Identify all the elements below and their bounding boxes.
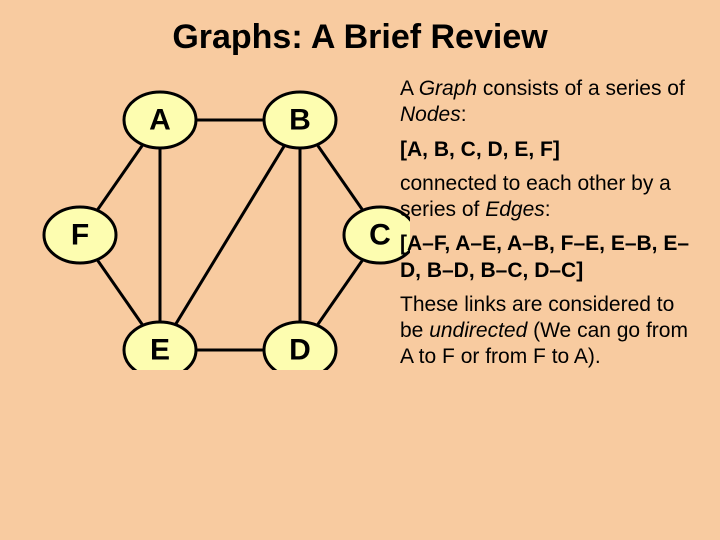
node-label-E: E [150,334,170,367]
em-graph: Graph [419,77,477,100]
graph-diagram: A B F C E D [30,70,410,370]
edge-E-B [175,145,284,324]
t: : [545,198,551,221]
node-label-C: C [369,219,391,252]
node-label-D: D [289,334,311,367]
node-label-F: F [71,219,89,252]
node-D: D [264,322,336,370]
em-edges: Edges [485,198,545,221]
t: consists of a series of [477,77,685,100]
node-list: [A, B, C, D, E, F] [400,137,700,163]
t: : [461,103,467,126]
para-edges-def: connected to each other by a series of E… [400,171,700,224]
edge-list: [A–F, A–E, A–B, F–E, E–B, E–D, B–D, B–C,… [400,231,700,284]
node-E: E [124,322,196,370]
edge-F-E [97,260,143,326]
slide-title: Graphs: A Brief Review [0,18,720,57]
node-F: F [44,207,116,263]
em-undirected: undirected [429,319,527,342]
edge-D-C [317,260,363,326]
node-A: A [124,92,196,148]
node-label-B: B [289,104,311,137]
edge-A-F [97,145,143,211]
slide: Graphs: A Brief Review A B F C E D A Graph co… [0,0,720,540]
edge-B-C [317,145,363,211]
t: A [400,77,419,100]
node-label-A: A [149,104,171,137]
para-graph-def: A Graph consists of a series of Nodes: [400,76,700,129]
para-undirected: These links are considered to be undirec… [400,292,700,371]
description-text: A Graph consists of a series of Nodes: [… [400,76,700,379]
em-nodes: Nodes [400,103,461,126]
node-B: B [264,92,336,148]
graph-svg: A B F C E D [30,70,410,370]
